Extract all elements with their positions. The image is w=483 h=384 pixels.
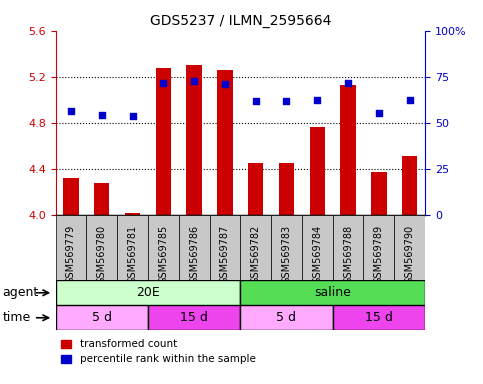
Text: GSM569781: GSM569781 xyxy=(128,225,138,284)
Bar xyxy=(394,215,425,280)
Bar xyxy=(240,280,425,305)
Point xyxy=(128,113,136,119)
Text: GSM569780: GSM569780 xyxy=(97,225,107,284)
Bar xyxy=(125,213,140,215)
Bar xyxy=(148,215,179,280)
Bar xyxy=(341,85,356,215)
Bar xyxy=(371,172,386,215)
Bar xyxy=(240,305,333,330)
Point xyxy=(252,98,259,104)
Text: GSM569790: GSM569790 xyxy=(405,225,414,284)
Title: GDS5237 / ILMN_2595664: GDS5237 / ILMN_2595664 xyxy=(150,14,331,28)
Point xyxy=(98,112,106,118)
Bar xyxy=(333,215,364,280)
Text: GSM569787: GSM569787 xyxy=(220,225,230,284)
Bar xyxy=(333,305,425,330)
Point xyxy=(313,97,321,103)
Text: 15 d: 15 d xyxy=(365,311,393,324)
Text: GSM569784: GSM569784 xyxy=(313,225,322,284)
Bar xyxy=(156,68,171,215)
Text: GSM569783: GSM569783 xyxy=(282,225,291,284)
Text: saline: saline xyxy=(314,286,351,299)
Point xyxy=(344,79,352,86)
Point xyxy=(190,78,198,84)
Text: GSM569782: GSM569782 xyxy=(251,225,261,284)
Legend: transformed count, percentile rank within the sample: transformed count, percentile rank withi… xyxy=(61,339,256,364)
Text: GSM569785: GSM569785 xyxy=(158,225,168,284)
Bar xyxy=(56,280,241,305)
Point xyxy=(406,97,413,103)
Bar xyxy=(402,156,417,215)
Bar xyxy=(217,70,233,215)
Bar xyxy=(364,215,394,280)
Bar xyxy=(248,163,263,215)
Text: GSM569788: GSM569788 xyxy=(343,225,353,284)
Point xyxy=(67,108,75,114)
Text: GSM569789: GSM569789 xyxy=(374,225,384,284)
Text: 5 d: 5 d xyxy=(92,311,112,324)
Text: 15 d: 15 d xyxy=(180,311,208,324)
Point xyxy=(221,81,229,87)
Bar xyxy=(56,215,86,280)
Bar xyxy=(302,215,333,280)
Bar xyxy=(56,305,148,330)
Bar xyxy=(240,215,271,280)
Bar xyxy=(271,215,302,280)
Bar xyxy=(63,178,79,215)
Bar xyxy=(186,65,202,215)
Text: GSM569786: GSM569786 xyxy=(189,225,199,284)
Bar xyxy=(310,127,325,215)
Bar xyxy=(148,305,241,330)
Text: time: time xyxy=(2,311,30,324)
Bar xyxy=(279,163,294,215)
Text: GSM569779: GSM569779 xyxy=(66,225,76,284)
Bar xyxy=(86,215,117,280)
Bar xyxy=(210,215,240,280)
Bar xyxy=(117,215,148,280)
Text: 5 d: 5 d xyxy=(276,311,297,324)
Point xyxy=(159,79,167,86)
Bar xyxy=(179,215,210,280)
Point xyxy=(283,98,290,104)
Text: agent: agent xyxy=(2,286,39,299)
Bar xyxy=(94,183,110,215)
Point xyxy=(375,109,383,116)
Text: 20E: 20E xyxy=(136,286,160,299)
